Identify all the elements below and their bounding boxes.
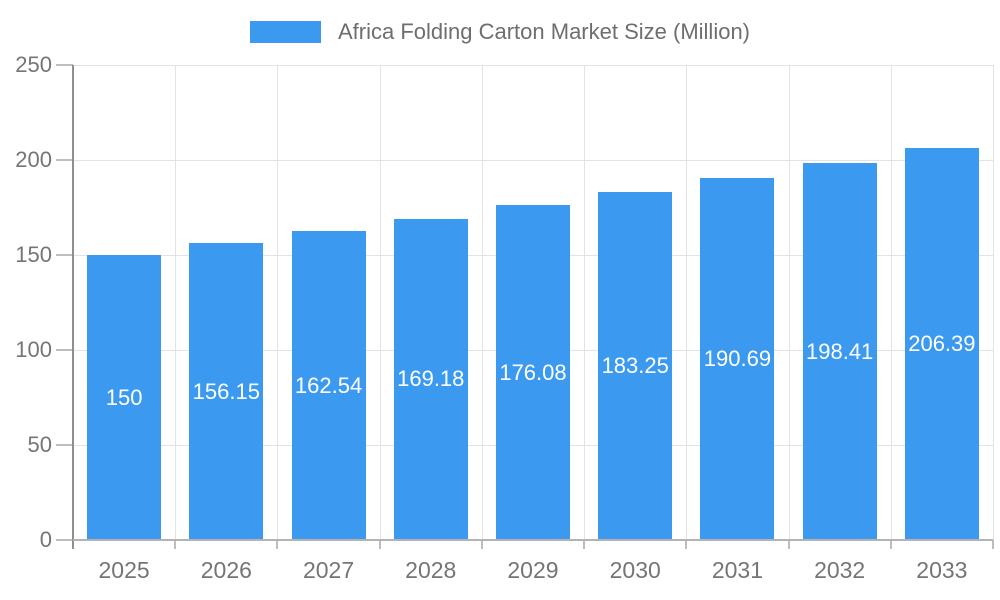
x-tick-label: 2027 bbox=[302, 557, 355, 583]
bar[interactable] bbox=[393, 218, 468, 539]
h-gridline bbox=[74, 160, 993, 161]
y-tick-label: 100 bbox=[15, 337, 52, 362]
bar-value-label: 183.25 bbox=[601, 352, 669, 378]
x-axis-tick bbox=[276, 540, 279, 549]
y-axis-line bbox=[72, 65, 74, 549]
bar[interactable] bbox=[802, 163, 877, 539]
v-gridline bbox=[277, 65, 279, 540]
bar[interactable] bbox=[496, 205, 570, 539]
bar-value-label: 150 bbox=[105, 384, 143, 410]
bar[interactable] bbox=[291, 231, 366, 539]
v-gridline bbox=[686, 65, 688, 540]
bar-value-label: 169.18 bbox=[397, 366, 465, 392]
bar[interactable] bbox=[700, 177, 775, 539]
y-axis-tick bbox=[56, 159, 73, 161]
y-tick-label: 150 bbox=[15, 242, 52, 267]
x-tick-label: 2033 bbox=[916, 557, 968, 583]
legend-label: Africa Folding Carton Market Size (Milli… bbox=[337, 19, 751, 44]
x-axis-line bbox=[73, 539, 993, 541]
h-gridline bbox=[74, 65, 993, 66]
y-axis-tick bbox=[56, 254, 73, 256]
x-axis-tick bbox=[583, 540, 586, 549]
x-axis-tick bbox=[992, 540, 994, 549]
bar-value-label: 198.41 bbox=[806, 338, 874, 364]
bar-value-label: 190.69 bbox=[703, 345, 772, 371]
y-axis-tick bbox=[56, 64, 73, 66]
bar[interactable] bbox=[189, 243, 264, 539]
v-gridline bbox=[890, 65, 892, 540]
y-tick-label: 250 bbox=[15, 52, 52, 77]
y-tick-label: 50 bbox=[27, 432, 52, 457]
x-axis-tick bbox=[174, 540, 177, 549]
bar[interactable] bbox=[87, 255, 162, 539]
x-tick-label: 2025 bbox=[98, 557, 150, 583]
x-axis-tick bbox=[787, 540, 790, 549]
x-tick-label: 2028 bbox=[405, 557, 457, 583]
x-tick-label: 2029 bbox=[507, 557, 559, 583]
x-axis-tick bbox=[480, 540, 483, 549]
legend-item[interactable]: Africa Folding Carton Market Size (Milli… bbox=[0, 19, 1000, 45]
x-axis-tick bbox=[889, 540, 892, 549]
y-axis-tick bbox=[56, 349, 73, 351]
y-axis-tick bbox=[56, 444, 73, 446]
v-gridline bbox=[379, 65, 381, 540]
v-gridline bbox=[175, 65, 177, 540]
bar-value-label: 176.08 bbox=[499, 359, 567, 385]
x-tick-label: 2030 bbox=[609, 557, 661, 583]
bar-value-label: 206.39 bbox=[908, 330, 976, 356]
x-tick-label: 2031 bbox=[711, 557, 764, 583]
v-gridline bbox=[993, 65, 994, 540]
v-gridline bbox=[481, 65, 483, 540]
v-gridline bbox=[584, 65, 586, 540]
v-gridline bbox=[788, 65, 790, 540]
legend-swatch-icon bbox=[249, 21, 321, 43]
y-tick-label: 0 bbox=[39, 527, 52, 552]
bar[interactable] bbox=[598, 191, 673, 539]
x-tick-label: 2032 bbox=[814, 557, 866, 583]
bar-value-label: 162.54 bbox=[294, 372, 363, 398]
bar-value-label: 156.15 bbox=[192, 378, 260, 404]
x-axis-tick bbox=[685, 540, 688, 549]
x-tick-label: 2026 bbox=[200, 557, 252, 583]
y-axis-tick bbox=[56, 539, 73, 541]
bar[interactable] bbox=[904, 147, 979, 539]
y-tick-label: 200 bbox=[15, 147, 52, 172]
x-axis-tick bbox=[378, 540, 381, 549]
